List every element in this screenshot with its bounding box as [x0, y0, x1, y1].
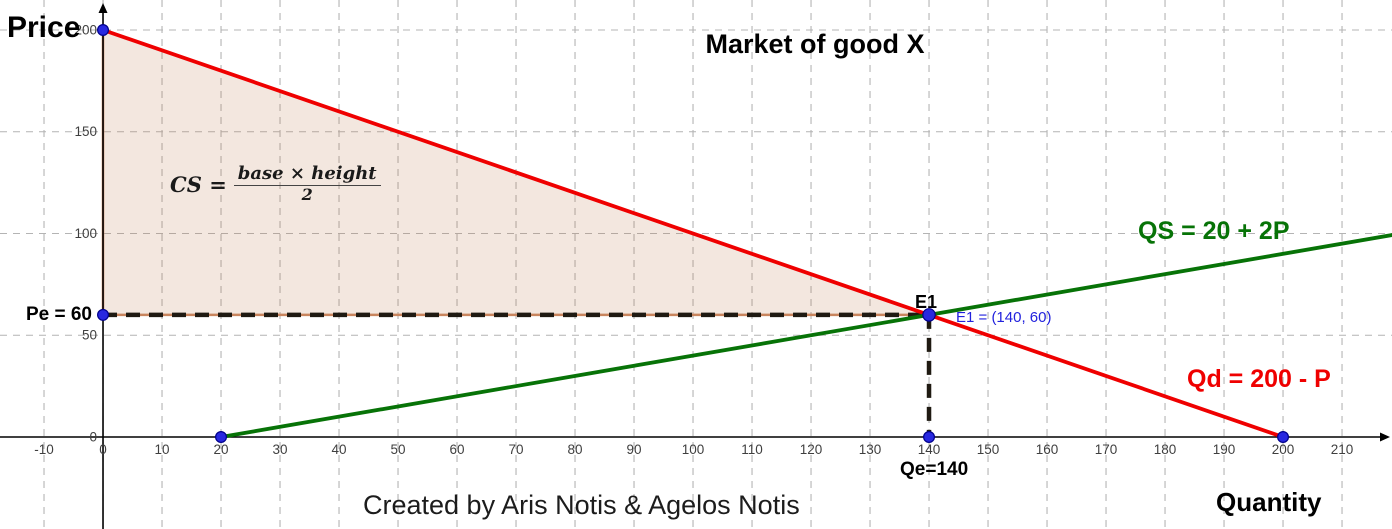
x-tick-label: 190: [1213, 442, 1236, 457]
equilibrium-quantity-label: Qe=140: [900, 459, 969, 480]
x-tick-label: 60: [450, 442, 465, 457]
marked-point[interactable]: [97, 23, 110, 36]
x-tick-label: 160: [1036, 442, 1059, 457]
x-tick-label: 90: [627, 442, 642, 457]
equilibrium-point-label: E1: [915, 292, 938, 312]
marked-point[interactable]: [97, 308, 110, 321]
x-tick-label: 180: [1154, 442, 1177, 457]
x-tick-label: 40: [332, 442, 347, 457]
price-axis-label: Price: [7, 11, 81, 44]
quantity-axis-label: Quantity: [1216, 487, 1322, 517]
credits-text: Created by Aris Notis & Agelos Notis: [363, 490, 800, 520]
equilibrium-coordinates-label: E1 = (140, 60): [956, 309, 1052, 326]
chart-title: Market of good X: [705, 29, 925, 59]
x-tick-label: 110: [741, 442, 763, 457]
y-tick-label: 200: [74, 22, 97, 37]
equilibrium-price-label: Pe = 60: [25, 304, 92, 325]
x-tick-label: 100: [682, 442, 705, 457]
consumer-surplus-formula: CS = base × height 2: [170, 165, 381, 203]
marked-point[interactable]: [215, 430, 228, 443]
equilibrium-point[interactable]: [922, 308, 936, 322]
demand-equation-label: Qd = 200 - P: [1187, 365, 1331, 393]
y-tick-label: 0: [89, 429, 97, 444]
supply-equation-label: QS = 20 + 2P: [1138, 217, 1290, 245]
x-tick-label: 140: [918, 442, 941, 457]
x-axis-arrow-icon: [1380, 432, 1390, 442]
x-tick-label: 170: [1095, 442, 1118, 457]
y-tick-label: 50: [82, 328, 97, 343]
marked-point[interactable]: [1277, 430, 1290, 443]
x-tick-label: 30: [273, 442, 288, 457]
y-tick-label: 150: [74, 124, 97, 139]
x-tick-label: 10: [154, 442, 169, 457]
cs-formula-lhs: CS =: [170, 171, 227, 197]
x-tick-label: 70: [509, 442, 524, 457]
x-tick-label: 0: [99, 442, 107, 457]
marked-point[interactable]: [923, 430, 936, 443]
x-tick-label: 50: [391, 442, 406, 457]
x-tick-label: 150: [977, 442, 1000, 457]
x-tick-label: 80: [568, 442, 583, 457]
x-tick-label: 210: [1331, 442, 1354, 457]
x-tick-label: -10: [34, 442, 54, 457]
y-tick-label: 100: [74, 226, 97, 241]
cs-formula-numerator: base × height: [237, 163, 377, 184]
y-axis-arrow-icon: [98, 3, 108, 13]
cs-formula-denominator: 2: [233, 185, 381, 203]
demand-curve[interactable]: [101, 28, 1285, 439]
supply-curve[interactable]: [219, 233, 1392, 439]
x-tick-label: 120: [800, 442, 823, 457]
x-tick-label: 20: [214, 442, 229, 457]
x-tick-label: 130: [859, 442, 882, 457]
x-tick-label: 200: [1272, 442, 1295, 457]
cs-formula-fraction: base × height 2: [233, 163, 381, 203]
